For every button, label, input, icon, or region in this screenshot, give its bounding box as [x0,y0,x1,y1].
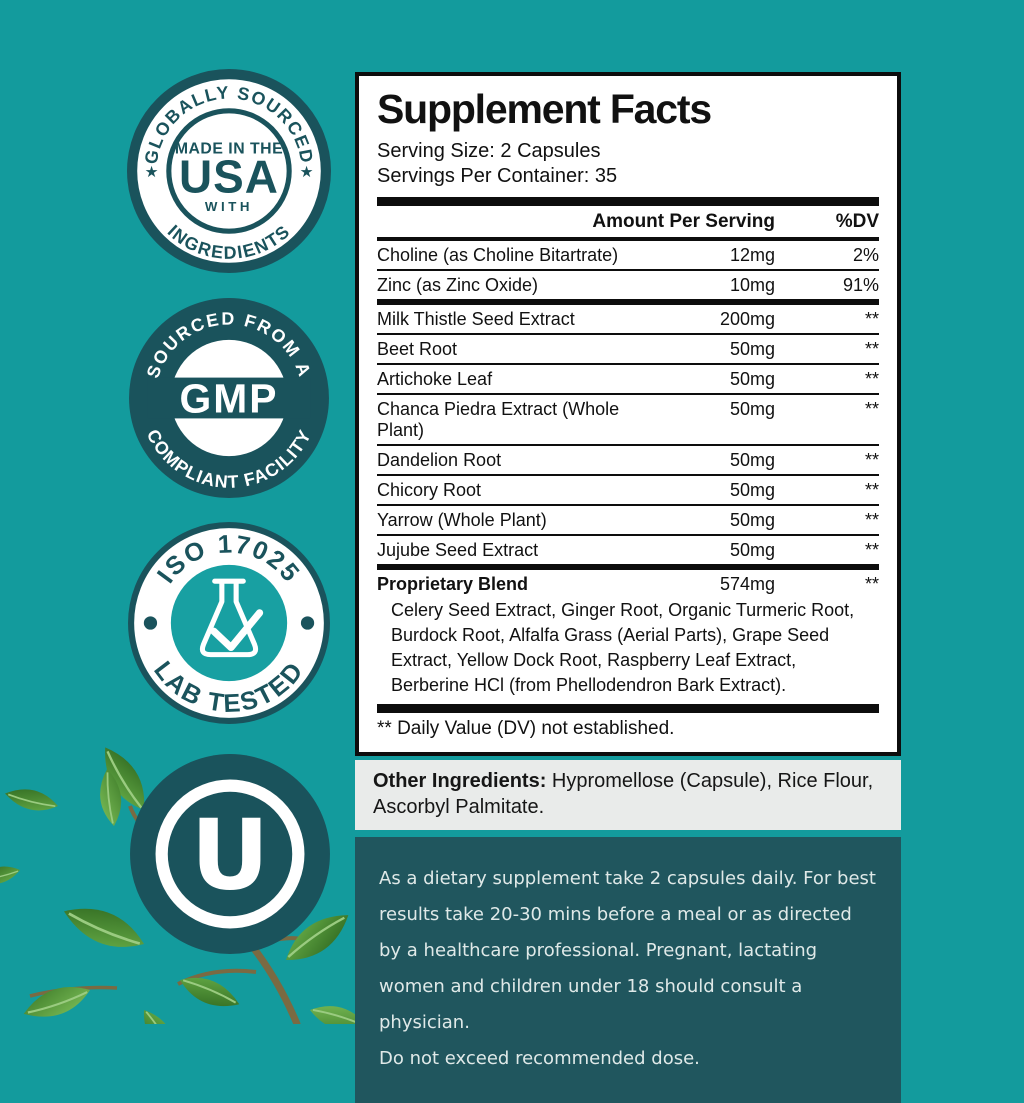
other-ingredients-box: Other Ingredients: Hypromellose (Capsule… [355,760,901,831]
dv-footnote: ** Daily Value (DV) not established. [377,718,675,740]
divider-bar [377,197,879,207]
blend-description: Celery Seed Extract, Ginger Root, Organi… [391,600,855,696]
ingredient-name: Dandelion Root [377,450,502,471]
supplement-label-page: { "colors": { "background": "#139B9D", "… [0,69,901,1103]
proprietary-blend-row: Proprietary Blend 574mg ** [377,570,879,598]
ingredient-amount: 200mg [719,309,775,330]
badge-usa-with: WITH [205,199,253,214]
table-row: Jujube Seed Extract 50mg ** [377,536,879,571]
ingredient-dv: 2% [852,245,879,266]
table-row: Chicory Root 50mg ** [377,476,879,507]
flask-checkmark-icon [199,578,264,658]
ingredient-amount: 10mg [729,275,775,296]
star-icon: ★ [300,164,314,181]
directions-box: As a dietary supplement take 2 capsules … [355,837,901,1103]
badge-kosher-letter: U [191,799,270,912]
ingredient-dv: ** [864,399,879,420]
ingredient-dv: ** [864,369,879,390]
ingredient-name: Artichoke Leaf [377,369,493,390]
ingredient-dv: ** [864,480,879,501]
ingredient-amount: 50mg [729,480,775,501]
ingredient-name: Milk Thistle Seed Extract [377,309,575,330]
table-row: Chanca Piedra Extract (Whole Plant) 50mg… [377,395,879,447]
table-row: Artichoke Leaf 50mg ** [377,365,879,396]
ingredient-name: Chanca Piedra Extract (Whole Plant) [377,399,620,441]
dot-icon [300,616,315,630]
header-amount-per-serving: Amount Per Serving [592,211,775,233]
label-right-column: Supplement Facts Serving Size: 2 Capsule… [355,72,901,1103]
table-header-row: Amount Per Serving %DV [377,206,879,242]
ingredient-amount: 50mg [729,540,775,561]
directions-last-line: Do not exceed recommended dose. [379,1048,700,1070]
ingredient-dv: ** [864,450,879,471]
table-row: Beet Root 50mg ** [377,335,879,366]
header-dv: %DV [835,211,879,233]
ingredient-dv: ** [864,309,879,330]
directions-text: As a dietary supplement take 2 capsules … [379,868,876,1034]
table-row: Choline (as Choline Bitartrate) 12mg 2% [377,241,879,272]
ingredient-name: Choline (as Choline Bitartrate) [377,245,619,266]
ingredient-name: Zinc (as Zinc Oxide) [377,275,539,296]
other-ingredients-label: Other Ingredients: [373,770,547,793]
panel-title: Supplement Facts [377,86,712,132]
serving-size: Serving Size: 2 Capsules [377,140,601,163]
badge-usa-made-in-the: MADE IN THE [175,141,283,158]
servings-per-container: Servings Per Container: 35 [377,165,618,188]
ingredient-amount: 12mg [729,245,775,266]
blend-amount: 574mg [719,574,775,595]
ingredient-amount: 50mg [729,369,775,390]
other-ingredients-text: Hypromellose (Capsule), Rice Flour, Asco… [373,770,874,819]
ingredient-amount: 50mg [729,510,775,531]
ingredient-name: Chicory Root [377,480,482,501]
ingredient-dv: 91% [842,275,879,296]
table-row: Milk Thistle Seed Extract 200mg ** [377,305,879,336]
badge-gmp: SOURCED FROM A COMPLIANT FACILITY GMP [127,296,331,500]
blend-dv: ** [864,574,879,595]
dot-icon [143,616,158,630]
badge-kosher-u: U [128,752,332,956]
badge-usa-usa: USA [179,150,279,202]
supplement-facts-panel: Supplement Facts Serving Size: 2 Capsule… [355,72,901,757]
table-row: Zinc (as Zinc Oxide) 10mg 91% [377,271,879,306]
ingredient-amount: 50mg [729,399,775,420]
ingredient-dv: ** [864,510,879,531]
blend-name: Proprietary Blend [377,574,529,595]
ingredient-dv: ** [864,339,879,360]
badge-iso-17025-lab-tested: ISO 17025 LAB TESTED [127,521,331,725]
table-row: Dandelion Root 50mg ** [377,446,879,477]
table-row: Yarrow (Whole Plant) 50mg ** [377,506,879,537]
ingredient-amount: 50mg [729,450,775,471]
ingredient-name: Yarrow (Whole Plant) [377,510,547,531]
ingredient-name: Jujube Seed Extract [377,540,539,561]
badge-made-in-usa: GLOBALLY SOURCED INGREDIENTS ★ ★ MADE IN… [127,69,331,273]
ingredient-amount: 50mg [729,339,775,360]
divider-bar [377,704,879,714]
ingredient-name: Beet Root [377,339,458,360]
ingredient-dv: ** [864,540,879,561]
badge-gmp-center-label: GMP [179,375,278,421]
star-icon: ★ [145,164,159,181]
